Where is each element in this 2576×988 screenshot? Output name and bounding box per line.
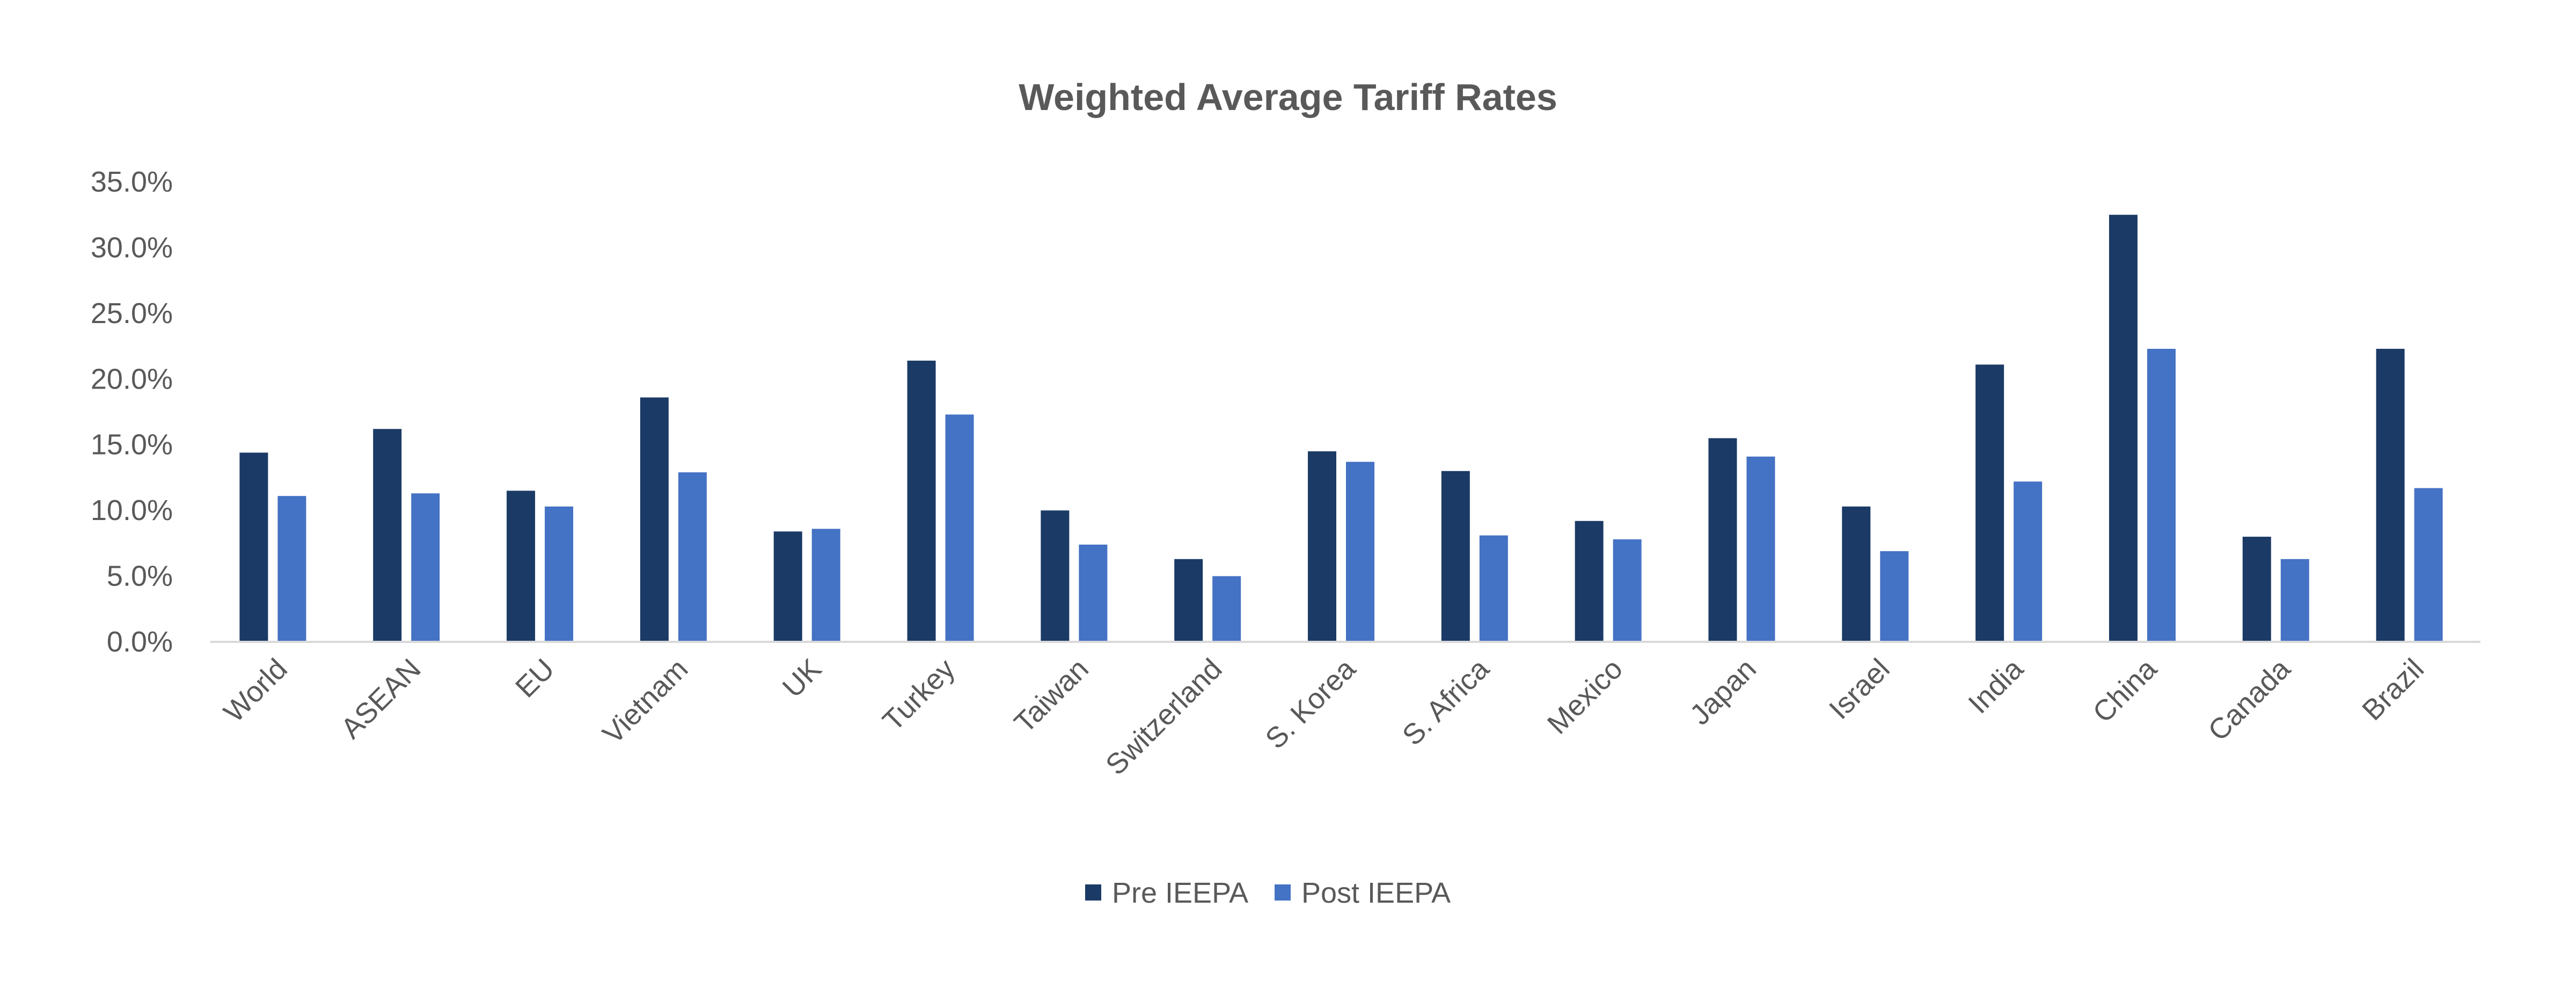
x-tick-label: Taiwan — [1008, 653, 1095, 739]
x-axis: World ASEAN EU Vietnam UK Turkey Taiwan Switzer… — [217, 652, 2430, 781]
bar-pre-ieepa-turkey — [907, 361, 936, 642]
bar-post-ieepa-mexico — [1613, 539, 1642, 642]
x-tick-label: UK — [777, 653, 828, 704]
bar-post-ieepa-world — [277, 496, 306, 642]
x-tick-label: Turkey — [876, 653, 961, 737]
legend-swatch-pre — [1085, 884, 1101, 901]
chart-title: Weighted Average Tariff Rates — [1019, 76, 1557, 118]
x-tick-label: Switzerland — [1100, 653, 1228, 781]
bar-post-ieepa-india — [2014, 481, 2043, 642]
y-tick-label: 20.0% — [91, 363, 173, 395]
bar-post-ieepa-s-korea — [1346, 462, 1374, 642]
bar-pre-ieepa-switzerland — [1174, 559, 1203, 642]
legend-label-pre: Pre IEEPA — [1112, 877, 1248, 909]
bar-pre-ieepa-mexico — [1575, 521, 1604, 642]
bar-pre-ieepa-china — [2109, 215, 2138, 642]
y-tick-label: 25.0% — [91, 297, 173, 330]
x-tick-label: Japan — [1684, 653, 1762, 731]
bar-pre-ieepa-uk — [773, 531, 802, 642]
bar-pre-ieepa-vietnam — [640, 397, 669, 642]
bars — [239, 215, 2443, 642]
x-tick-label: Mexico — [1541, 653, 1629, 740]
bar-post-ieepa-asean — [411, 493, 440, 642]
bar-pre-ieepa-japan — [1708, 438, 1737, 642]
x-tick-label: China — [2087, 652, 2163, 729]
x-tick-label: Vietnam — [597, 653, 694, 750]
bar-pre-ieepa-eu — [507, 491, 536, 642]
x-tick-label: Israel — [1823, 653, 1896, 726]
x-tick-label: World — [217, 653, 293, 728]
y-tick-label: 0.0% — [107, 626, 173, 658]
bar-post-ieepa-brazil — [2414, 488, 2443, 642]
x-tick-label: S. Africa — [1396, 652, 1496, 751]
bar-pre-ieepa-canada — [2242, 537, 2271, 642]
bar-post-ieepa-israel — [1880, 551, 1909, 642]
x-tick-label: ASEAN — [335, 653, 427, 745]
bar-pre-ieepa-world — [239, 452, 268, 642]
y-axis: 0.0% 5.0% 10.0% 15.0% 20.0% 25.0% 30.0% 35.0% — [91, 166, 173, 658]
y-tick-label: 5.0% — [107, 560, 173, 592]
x-tick-label: Canada — [2202, 652, 2297, 747]
bar-post-ieepa-canada — [2280, 559, 2309, 642]
y-tick-label: 15.0% — [91, 429, 173, 461]
bar-post-ieepa-vietnam — [678, 472, 707, 642]
y-tick-label: 35.0% — [91, 166, 173, 198]
legend-swatch-post — [1275, 884, 1291, 901]
x-tick-label: S. Korea — [1259, 652, 1362, 755]
bar-pre-ieepa-india — [1975, 364, 2004, 642]
bar-pre-ieepa-asean — [373, 429, 402, 642]
bar-post-ieepa-china — [2147, 348, 2176, 642]
bar-pre-ieepa-brazil — [2376, 348, 2405, 642]
x-tick-label: India — [1962, 652, 2030, 720]
legend: Pre IEEPA Post IEEPA — [1085, 877, 1451, 909]
bar-post-ieepa-turkey — [945, 414, 974, 642]
x-tick-label: EU — [509, 653, 560, 704]
bar-post-ieepa-s-africa — [1479, 535, 1508, 642]
bar-post-ieepa-taiwan — [1079, 544, 1108, 642]
bar-pre-ieepa-s-korea — [1308, 451, 1336, 642]
bar-post-ieepa-switzerland — [1212, 576, 1241, 642]
y-tick-label: 30.0% — [91, 231, 173, 264]
bar-pre-ieepa-israel — [1842, 506, 1871, 642]
bar-post-ieepa-japan — [1746, 456, 1775, 642]
legend-label-post: Post IEEPA — [1301, 877, 1451, 909]
x-tick-label: Brazil — [2356, 653, 2430, 727]
y-tick-label: 10.0% — [91, 494, 173, 526]
bar-post-ieepa-uk — [811, 529, 840, 642]
bar-post-ieepa-eu — [545, 506, 574, 642]
bar-pre-ieepa-s-africa — [1441, 471, 1470, 642]
bar-pre-ieepa-taiwan — [1041, 510, 1070, 642]
